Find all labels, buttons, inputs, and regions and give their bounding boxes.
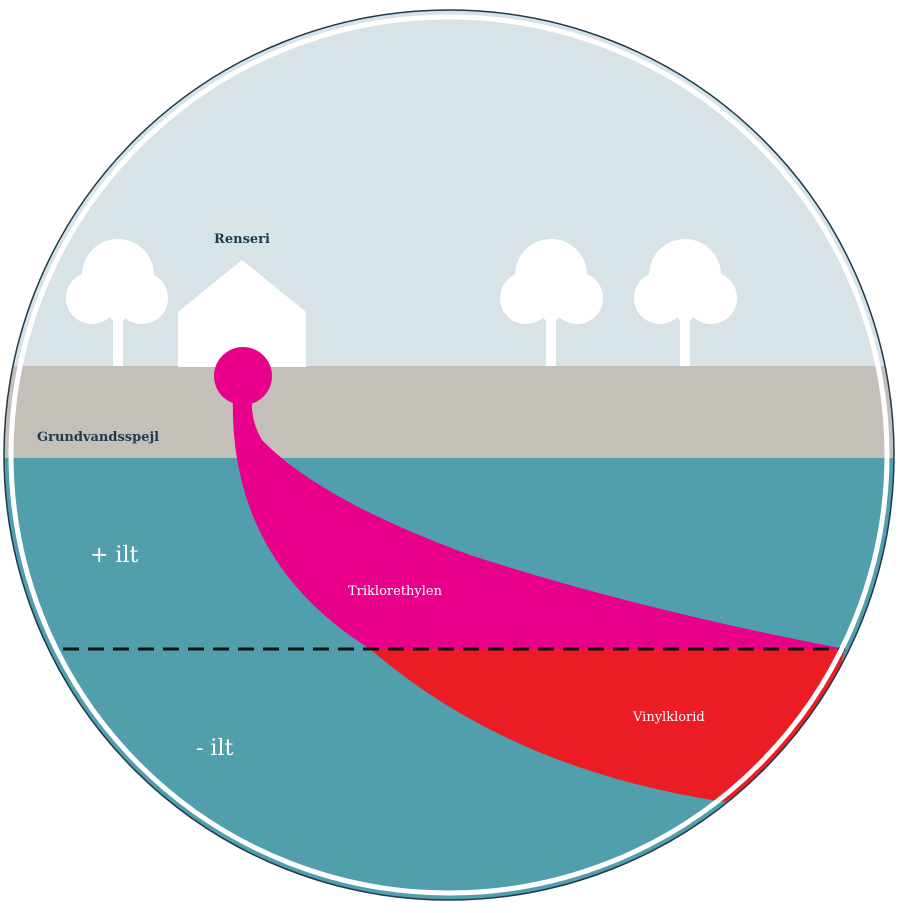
water-table-label: Grundvandsspejl — [37, 430, 159, 445]
trichloroethylene-plume — [232, 395, 845, 649]
tree-icon — [634, 239, 737, 366]
oxygen-plus-label: + ilt — [90, 543, 138, 568]
oxygen-minus-label: - ilt — [196, 736, 233, 761]
tree-icon — [66, 239, 168, 366]
soil-layer — [4, 366, 894, 459]
circle-outline-inner — [8, 14, 890, 896]
vinyl-chloride-label: Vinylklorid — [632, 710, 705, 725]
building-label: Renseri — [214, 232, 270, 247]
circle-outline — [3, 9, 895, 901]
vinyl-chloride-plume — [370, 649, 845, 802]
trichloroethylene-label: Triklorethylen — [348, 584, 443, 599]
source-blob — [214, 347, 272, 405]
house-icon — [178, 260, 306, 367]
tree-icon — [500, 239, 603, 366]
